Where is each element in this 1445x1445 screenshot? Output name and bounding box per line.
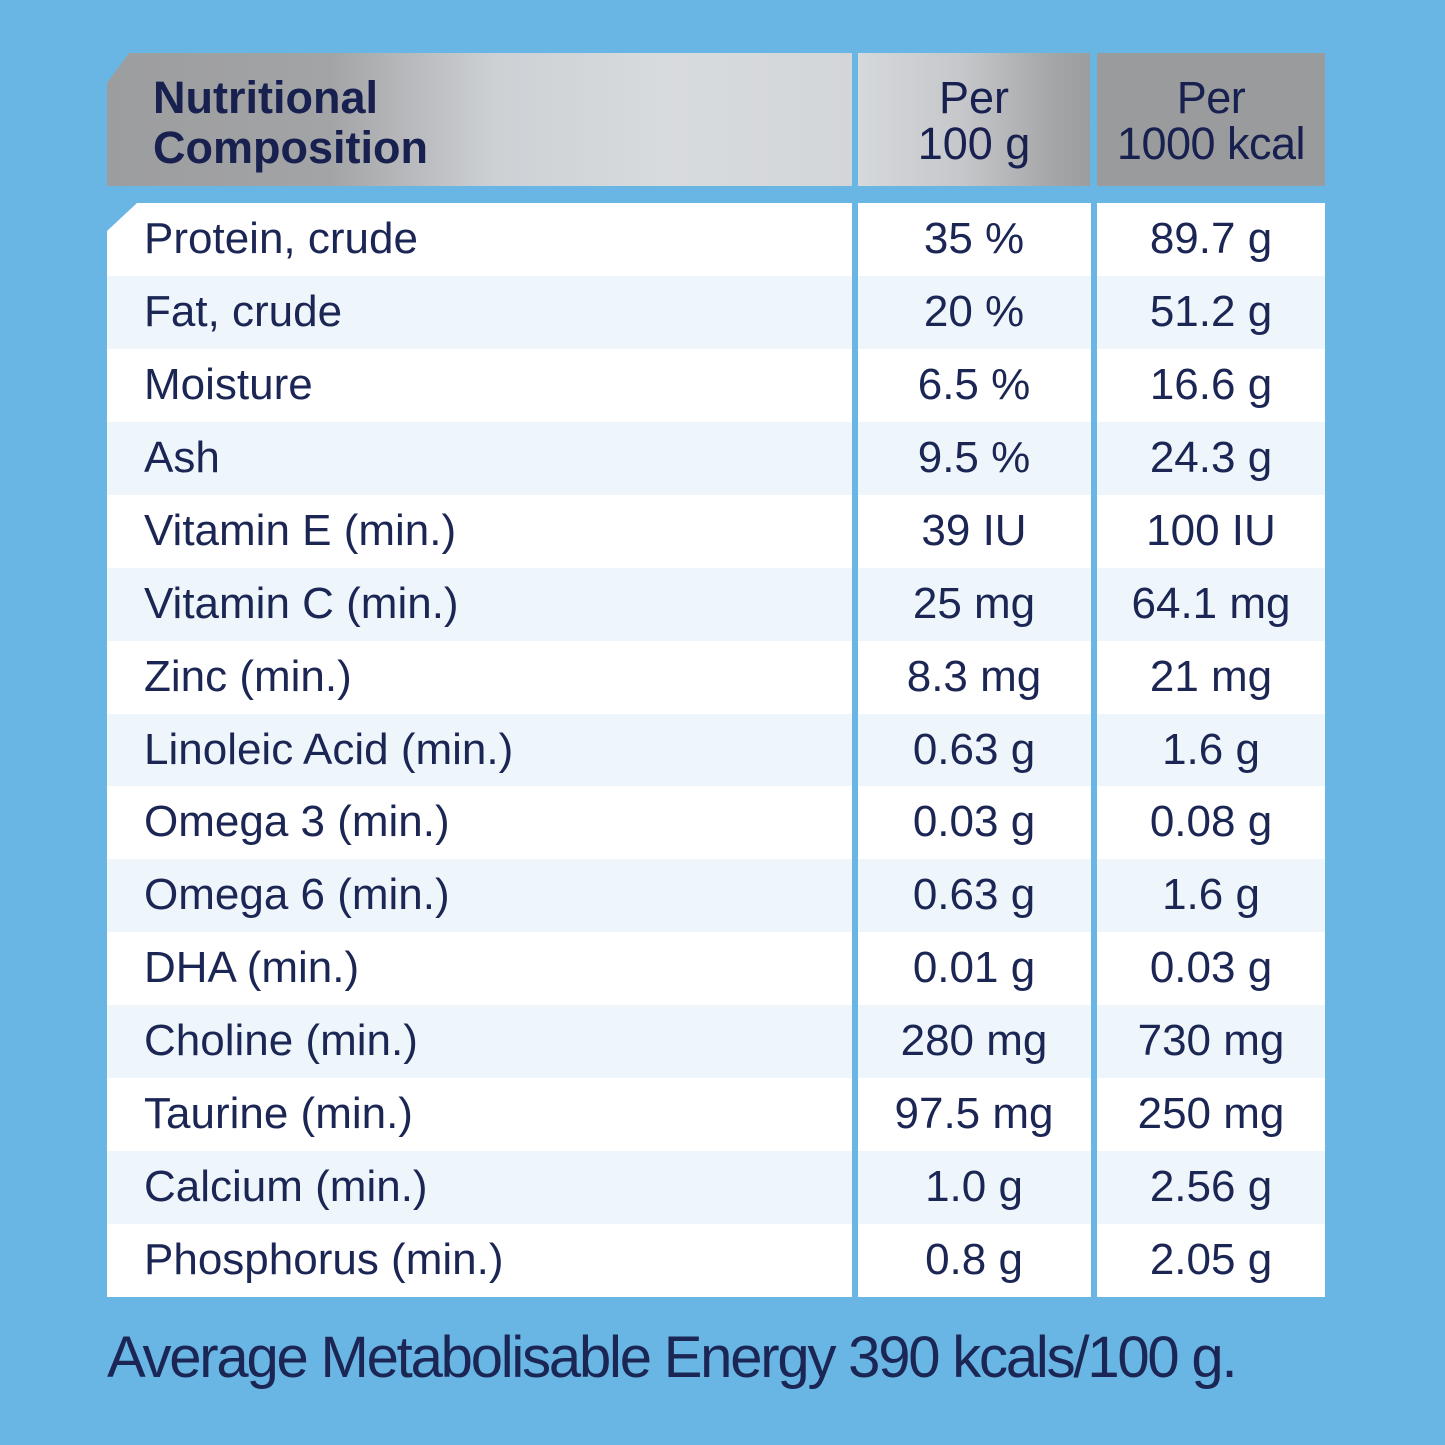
- value-per-100g: 280 mg: [900, 1016, 1048, 1066]
- column-divider: [852, 203, 858, 1297]
- table-row: Linoleic Acid (min.) 0.63 g 1.6 g: [107, 713, 1325, 787]
- value-per-100g: 0.03 g: [912, 797, 1036, 847]
- value-per-1000kcal: 16.6 g: [1149, 359, 1273, 409]
- table-row: Choline (min.) 280 mg 730 mg: [107, 1005, 1325, 1079]
- value-per-100g: 39 IU: [921, 505, 1027, 555]
- column-divider: [1091, 203, 1097, 1297]
- table-row: DHA (min.) 0.01 g 0.03 g: [107, 932, 1325, 1006]
- value-per-1000kcal: 0.03 g: [1149, 943, 1273, 993]
- nutrient-name: DHA (min.): [144, 943, 360, 993]
- value-per-100g: 35 %: [923, 214, 1025, 263]
- energy-footnote: Average Metabolisable Energy 390 kcals/1…: [107, 1325, 1238, 1390]
- header-per-1000kcal: Per 1000 kcal: [1097, 53, 1325, 186]
- value-per-100g: 0.63 g: [912, 724, 1036, 774]
- value-per-100g: 0.01 g: [912, 943, 1036, 993]
- table-row: Zinc (min.) 8.3 mg 21 mg: [107, 640, 1325, 714]
- value-per-1000kcal: 24.3 g: [1149, 432, 1273, 482]
- table-row: Moisture 6.5 % 16.6 g: [107, 348, 1325, 422]
- nutrient-name: Phosphorus (min.): [144, 1235, 504, 1285]
- table-row: Phosphorus (min.) 0.8 g 2.05 g: [107, 1224, 1325, 1297]
- nutrient-name: Taurine (min.): [144, 1089, 413, 1139]
- nutrition-table-body: Protein, crude 35 % 89.7 g Fat, crude 20 % 51…: [107, 203, 1325, 1297]
- value-per-100g: 97.5 mg: [894, 1089, 1054, 1139]
- value-per-1000kcal: 0.08 g: [1149, 797, 1273, 847]
- header-per-100g: Per 100 g: [858, 53, 1090, 186]
- value-per-100g: 25 mg: [912, 578, 1036, 628]
- value-per-100g: 0.63 g: [912, 870, 1036, 920]
- table-row: Ash 9.5 % 24.3 g: [107, 421, 1325, 495]
- value-per-1000kcal: 51.2 g: [1149, 286, 1273, 336]
- table-row: Omega 3 (min.) 0.03 g 0.08 g: [107, 786, 1325, 860]
- nutrient-name: Calcium (min.): [144, 1162, 428, 1212]
- value-per-100g: 6.5 %: [917, 359, 1031, 409]
- value-per-1000kcal: 89.7 g: [1149, 214, 1273, 263]
- value-per-1000kcal: 100 IU: [1146, 505, 1276, 555]
- nutrient-name: Fat, crude: [144, 286, 343, 336]
- value-per-100g: 1.0 g: [925, 1162, 1023, 1212]
- table-row: Omega 6 (min.) 0.63 g 1.6 g: [107, 859, 1325, 933]
- table-header: Nutritional Composition Per 100 g Per 10…: [107, 53, 1325, 186]
- table-row: Calcium (min.) 1.0 g 2.56 g: [107, 1151, 1325, 1225]
- header-label-line2: Composition: [153, 122, 428, 173]
- nutrient-name: Vitamin E (min.): [144, 505, 457, 555]
- header-col3-line2: 1000 kcal: [1116, 118, 1306, 169]
- table-row: Fat, crude 20 % 51.2 g: [107, 275, 1325, 349]
- header-label-line1: Nutritional: [153, 72, 378, 123]
- nutrient-name: Moisture: [144, 359, 313, 409]
- value-per-1000kcal: 64.1 mg: [1131, 578, 1291, 628]
- nutrient-name: Ash: [144, 432, 220, 482]
- value-per-1000kcal: 730 mg: [1137, 1016, 1285, 1066]
- table-row: Protein, crude 35 % 89.7 g: [107, 203, 1325, 276]
- value-per-100g: 9.5 %: [917, 432, 1031, 482]
- value-per-1000kcal: 2.56 g: [1149, 1162, 1273, 1212]
- value-per-100g: 8.3 mg: [906, 651, 1042, 701]
- value-per-1000kcal: 2.05 g: [1149, 1235, 1273, 1285]
- nutrient-name: Protein, crude: [144, 214, 418, 263]
- value-per-1000kcal: 21 mg: [1149, 651, 1273, 701]
- value-per-1000kcal: 1.6 g: [1162, 870, 1260, 920]
- nutrient-name: Omega 6 (min.): [144, 870, 450, 920]
- header-col3-line1: Per: [1176, 72, 1246, 123]
- value-per-1000kcal: 250 mg: [1137, 1089, 1285, 1139]
- value-per-100g: 20 %: [923, 286, 1025, 336]
- table-row: Vitamin C (min.) 25 mg 64.1 mg: [107, 567, 1325, 641]
- nutrient-name: Linoleic Acid (min.): [144, 724, 514, 774]
- value-per-100g: 0.8 g: [925, 1235, 1023, 1285]
- nutrient-name: Choline (min.): [144, 1016, 418, 1066]
- table-row: Taurine (min.) 97.5 mg 250 mg: [107, 1078, 1325, 1152]
- nutrient-name: Omega 3 (min.): [144, 797, 450, 847]
- value-per-1000kcal: 1.6 g: [1162, 724, 1260, 774]
- nutrient-name: Vitamin C (min.): [144, 578, 459, 628]
- header-nutritional-composition: Nutritional Composition: [107, 53, 852, 186]
- header-col2-line2: 100 g: [917, 118, 1031, 169]
- table-row: Vitamin E (min.) 39 IU 100 IU: [107, 494, 1325, 568]
- header-col2-line1: Per: [938, 72, 1010, 123]
- nutrient-name: Zinc (min.): [144, 651, 352, 701]
